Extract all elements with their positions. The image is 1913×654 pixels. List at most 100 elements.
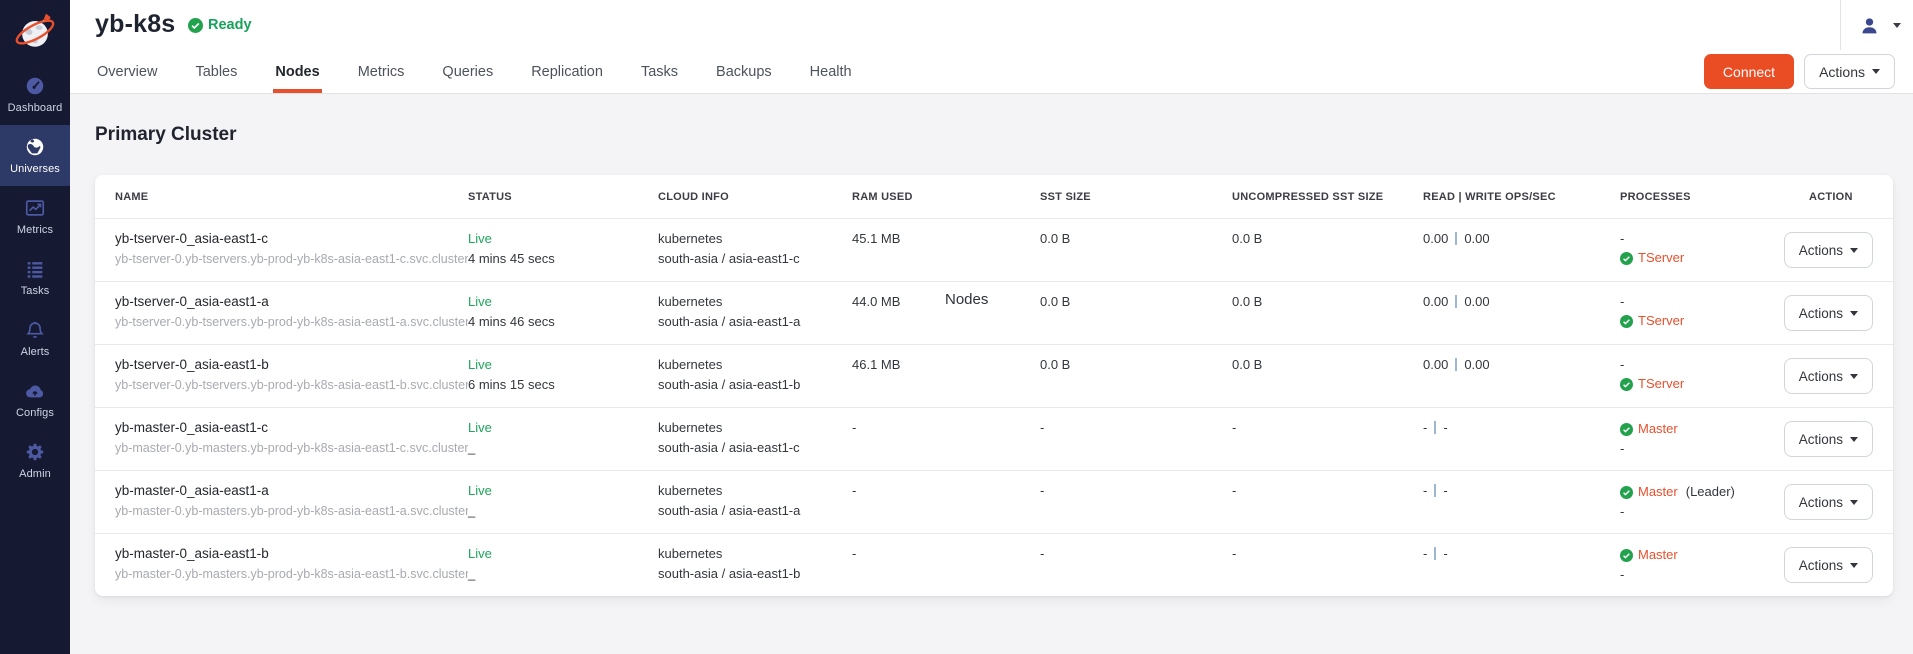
sidebar-item-label: Tasks	[20, 285, 50, 297]
node-address: yb-master-0.yb-masters.yb-prod-yb-k8s-as…	[115, 441, 468, 455]
process-placeholder: -	[1620, 231, 1625, 246]
node-status: Live	[468, 357, 492, 372]
tabs: Overview Tables Nodes Metrics Queries Re…	[95, 50, 854, 93]
row-actions-label: Actions	[1798, 431, 1843, 447]
row-actions-button[interactable]: Actions	[1783, 484, 1873, 520]
process-placeholder: -	[1620, 567, 1625, 582]
uncompressed-sst-value: -	[1232, 546, 1237, 561]
sidebar-item-tasks[interactable]: Tasks	[0, 247, 70, 308]
ram-used-value: 46.1 MB	[852, 357, 901, 372]
read-ops-value: -	[1423, 420, 1428, 435]
read-ops-value: -	[1423, 546, 1428, 561]
process-name: Master	[1638, 547, 1678, 562]
user-menu[interactable]	[1840, 0, 1901, 50]
tab-label: Replication	[531, 63, 603, 80]
table-header-row: NAME STATUS CLOUD INFO RAM USED SST SIZE…	[95, 175, 1893, 218]
yugabyte-logo[interactable]	[0, 0, 70, 64]
node-name-link[interactable]: yb-tserver-0_asia-east1-b	[115, 357, 269, 372]
tab-queries[interactable]: Queries	[440, 50, 495, 93]
universe-actions-button[interactable]: Actions	[1804, 54, 1895, 89]
sst-size-value: -	[1040, 546, 1045, 561]
sidebar-item-admin[interactable]: Admin	[0, 430, 70, 491]
sidebar-item-alerts[interactable]: Alerts	[0, 308, 70, 369]
caret-down-icon	[1850, 373, 1858, 379]
node-status: Live	[468, 483, 492, 498]
tab-label: Nodes	[275, 63, 320, 80]
floating-nodes-label: Nodes	[945, 291, 989, 308]
node-status: Live	[468, 546, 492, 561]
node-name-link[interactable]: yb-master-0_asia-east1-c	[115, 420, 269, 435]
universe-status-badge: Ready	[188, 17, 252, 33]
node-name-link[interactable]: yb-tserver-0_asia-east1-a	[115, 294, 269, 309]
node-name-link[interactable]: yb-master-0_asia-east1-a	[115, 483, 269, 498]
node-uptime: _	[468, 440, 476, 455]
tab-label: Overview	[97, 63, 158, 80]
tab-label: Queries	[442, 63, 494, 80]
caret-down-icon	[1850, 562, 1858, 568]
caret-down-icon	[1850, 247, 1858, 253]
tab-health[interactable]: Health	[808, 50, 854, 93]
sidebar-item-configs[interactable]: Configs	[0, 369, 70, 430]
node-region: south-asia / asia-east1-b	[658, 377, 801, 392]
ops-divider	[1434, 421, 1437, 434]
table-row: yb-master-0_asia-east1-b yb-master-0.yb-…	[95, 533, 1893, 596]
sidebar-item-label: Universes	[10, 163, 60, 175]
node-name-link[interactable]: yb-master-0_asia-east1-b	[115, 546, 269, 561]
tab-metrics[interactable]: Metrics	[356, 50, 407, 93]
sst-size-value: -	[1040, 483, 1045, 498]
sidebar-item-universes[interactable]: Universes	[0, 125, 70, 186]
uncompressed-sst-value: -	[1232, 420, 1237, 435]
process-placeholder: -	[1620, 294, 1625, 309]
uncompressed-sst-value: -	[1232, 483, 1237, 498]
check-circle-icon	[1620, 314, 1633, 328]
tab-nodes[interactable]: Nodes	[273, 50, 323, 93]
table-row: yb-tserver-0_asia-east1-b yb-tserver-0.y…	[95, 344, 1893, 407]
col-processes: PROCESSES	[1620, 190, 1691, 203]
node-address: yb-tserver-0.yb-tservers.yb-prod-yb-k8s-…	[115, 378, 468, 392]
tab-replication[interactable]: Replication	[529, 50, 605, 93]
universe-globe-icon	[26, 138, 44, 156]
ram-used-value: 45.1 MB	[852, 231, 901, 246]
sst-size-value: 0.0 B	[1040, 294, 1071, 309]
connect-button[interactable]: Connect	[1703, 54, 1795, 89]
node-status: Live	[468, 294, 492, 309]
col-read-write-ops: READ | WRITE OPS/SEC	[1423, 190, 1556, 203]
process-name: Master	[1638, 484, 1678, 499]
nodes-table-card: NAME STATUS CLOUD INFO RAM USED SST SIZE…	[95, 175, 1893, 596]
row-actions-button[interactable]: Actions	[1783, 232, 1873, 268]
tasks-list-icon	[27, 262, 43, 278]
sst-size-value: 0.0 B	[1040, 357, 1071, 372]
row-actions-button[interactable]: Actions	[1783, 358, 1873, 394]
tab-tasks[interactable]: Tasks	[639, 50, 680, 93]
ops-divider	[1455, 358, 1458, 371]
node-address: yb-master-0.yb-masters.yb-prod-yb-k8s-as…	[115, 567, 468, 581]
tab-backups[interactable]: Backups	[714, 50, 774, 93]
ops-divider	[1455, 232, 1458, 245]
read-ops-value: 0.00	[1423, 294, 1449, 309]
primary-cluster-heading: Primary Cluster	[95, 124, 237, 145]
sidebar-item-label: Alerts	[20, 346, 50, 358]
dashboard-icon	[26, 77, 44, 95]
sidebar-item-metrics[interactable]: Metrics	[0, 186, 70, 247]
caret-down-icon	[1850, 310, 1858, 316]
ram-used-value: -	[852, 420, 857, 435]
write-ops-value: -	[1443, 420, 1448, 435]
tab-tables[interactable]: Tables	[193, 50, 239, 93]
node-provider: kubernetes	[658, 231, 723, 246]
row-actions-button[interactable]: Actions	[1783, 421, 1873, 457]
node-uptime: _	[468, 503, 476, 518]
table-row: yb-master-0_asia-east1-c yb-master-0.yb-…	[95, 407, 1893, 470]
sidebar-item-dashboard[interactable]: Dashboard	[0, 64, 70, 125]
node-region: south-asia / asia-east1-a	[658, 314, 801, 329]
process-name: Master	[1638, 421, 1678, 436]
top-header: yb-k8s Ready	[70, 0, 1913, 50]
row-actions-button[interactable]: Actions	[1783, 547, 1873, 583]
alerts-bell-icon	[26, 321, 44, 338]
leader-suffix: (Leader)	[1685, 484, 1735, 499]
node-provider: kubernetes	[658, 483, 723, 498]
node-name-link[interactable]: yb-tserver-0_asia-east1-c	[115, 231, 269, 246]
row-actions-label: Actions	[1798, 305, 1843, 321]
uncompressed-sst-value: 0.0 B	[1232, 357, 1263, 372]
tab-overview[interactable]: Overview	[95, 50, 159, 93]
row-actions-button[interactable]: Actions	[1783, 295, 1873, 331]
